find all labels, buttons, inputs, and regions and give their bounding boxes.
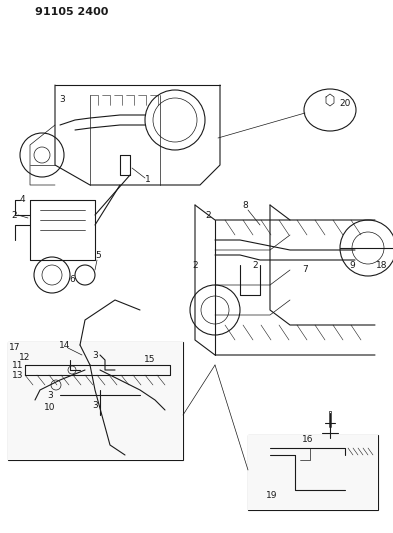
Text: 2: 2 (192, 261, 198, 270)
Text: 3: 3 (92, 400, 98, 409)
Text: 12: 12 (19, 352, 31, 361)
Text: 2: 2 (252, 261, 258, 270)
Text: 20: 20 (339, 99, 351, 108)
Text: 2: 2 (11, 211, 17, 220)
Text: 3: 3 (47, 391, 53, 400)
Text: 1: 1 (145, 175, 151, 184)
Text: 17: 17 (9, 343, 21, 351)
FancyBboxPatch shape (8, 342, 183, 460)
Text: 9: 9 (349, 261, 355, 270)
Text: 19: 19 (266, 490, 278, 499)
Text: 11: 11 (12, 360, 24, 369)
Text: 3: 3 (92, 351, 98, 359)
Text: 4: 4 (19, 196, 25, 205)
Text: 14: 14 (59, 341, 71, 350)
Text: 15: 15 (144, 356, 156, 365)
Text: 8: 8 (242, 200, 248, 209)
Text: 3: 3 (59, 95, 65, 104)
Text: 18: 18 (376, 261, 388, 270)
Text: 7: 7 (302, 265, 308, 274)
Text: 5: 5 (95, 251, 101, 260)
FancyBboxPatch shape (248, 435, 378, 510)
Text: 2: 2 (205, 211, 211, 220)
Text: 6: 6 (69, 276, 75, 285)
Text: 16: 16 (302, 435, 314, 445)
Text: 10: 10 (44, 403, 56, 413)
Text: 91105 2400: 91105 2400 (35, 7, 108, 17)
Text: 13: 13 (12, 370, 24, 379)
